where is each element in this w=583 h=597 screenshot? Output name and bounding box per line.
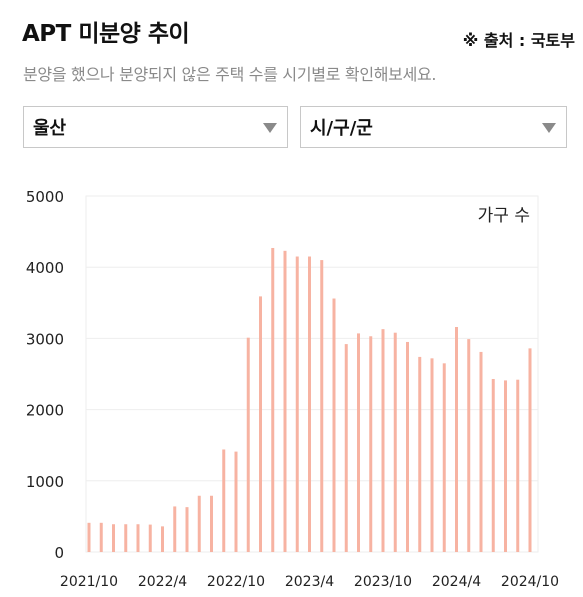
bar bbox=[259, 296, 262, 552]
bar bbox=[234, 451, 238, 552]
bar bbox=[418, 356, 422, 552]
bar bbox=[491, 378, 495, 552]
x-tick-label: 2023/10 bbox=[354, 574, 412, 590]
bar bbox=[222, 449, 226, 552]
bar bbox=[455, 327, 458, 552]
bar bbox=[210, 495, 213, 552]
bar bbox=[393, 332, 397, 552]
bar bbox=[283, 250, 287, 552]
bar bbox=[112, 524, 115, 552]
district-select-value: 시/구/군 bbox=[310, 118, 373, 139]
bar bbox=[295, 256, 299, 552]
bar bbox=[357, 333, 360, 552]
bar bbox=[197, 495, 201, 552]
bar bbox=[406, 341, 409, 552]
y-tick-label: 0 bbox=[54, 544, 64, 562]
chevron-down-icon bbox=[542, 123, 556, 133]
bar bbox=[442, 363, 446, 552]
bar bbox=[124, 524, 128, 552]
bar bbox=[332, 298, 336, 552]
chevron-down-icon bbox=[263, 123, 277, 133]
x-tick-label: 2022/4 bbox=[138, 574, 187, 590]
page-title: APT 미분양 추이 bbox=[22, 21, 190, 47]
bar bbox=[381, 329, 385, 552]
y-tick-label: 5000 bbox=[26, 188, 64, 206]
bar bbox=[430, 358, 434, 552]
bar bbox=[185, 507, 189, 552]
bar bbox=[148, 524, 152, 552]
x-tick-label: 2024/4 bbox=[432, 574, 481, 590]
bar bbox=[528, 348, 532, 552]
bar bbox=[99, 522, 103, 552]
x-tick-label: 2024/10 bbox=[501, 574, 559, 590]
x-tick-label: 2022/10 bbox=[207, 574, 265, 590]
bar bbox=[87, 522, 91, 552]
y-tick-label: 3000 bbox=[26, 330, 64, 348]
bar bbox=[136, 524, 140, 552]
bar bbox=[344, 344, 348, 552]
bar bbox=[504, 380, 507, 552]
y-tick-label: 2000 bbox=[26, 402, 64, 420]
bar bbox=[161, 526, 164, 552]
bar bbox=[173, 506, 177, 552]
region-select[interactable]: 울산 bbox=[23, 106, 288, 148]
page-subtitle: 분양을 했으나 분양되지 않은 주택 수를 시기별로 확인해보세요. bbox=[23, 65, 437, 84]
bar bbox=[271, 247, 275, 552]
district-select[interactable]: 시/구/군 bbox=[300, 106, 567, 148]
bar bbox=[369, 336, 373, 552]
bar bbox=[320, 260, 324, 552]
x-tick-label: 2021/10 bbox=[60, 574, 118, 590]
bar bbox=[516, 379, 520, 552]
region-select-value: 울산 bbox=[33, 118, 67, 139]
source-label: ※ 출처 : 국토부 bbox=[462, 31, 575, 50]
bar bbox=[467, 339, 471, 552]
bar bbox=[246, 337, 250, 552]
unit-label: 가구 수 bbox=[478, 206, 530, 226]
y-tick-label: 1000 bbox=[26, 473, 64, 491]
y-tick-label: 4000 bbox=[26, 259, 64, 277]
bar bbox=[308, 256, 311, 552]
bar bbox=[479, 351, 483, 552]
x-tick-label: 2023/4 bbox=[285, 574, 334, 590]
